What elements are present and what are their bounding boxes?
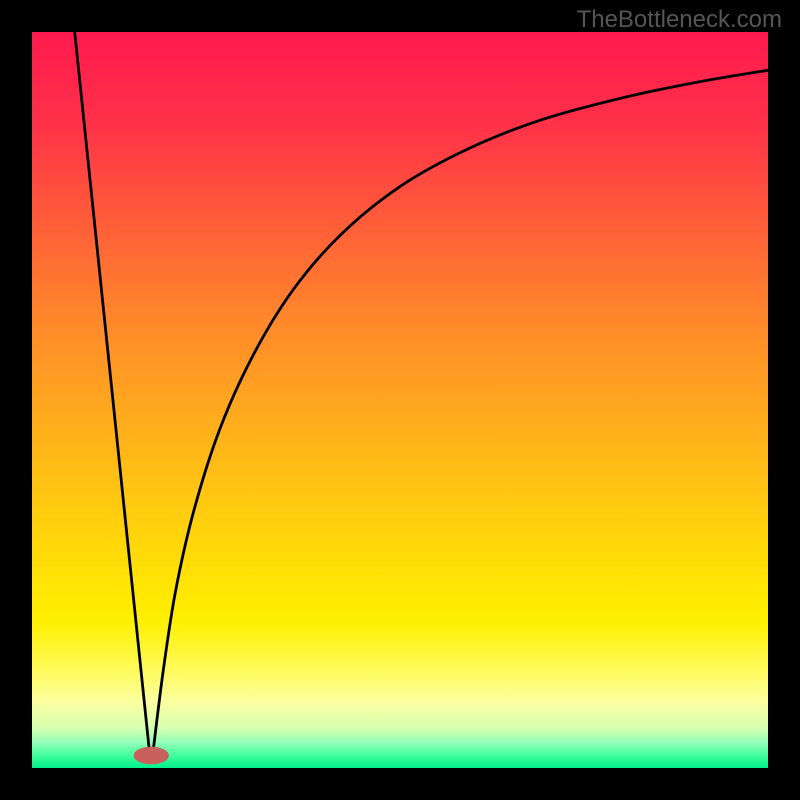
- chart-frame: TheBottleneck.com: [0, 0, 800, 800]
- curve-layer: [32, 32, 768, 768]
- watermark-label: TheBottleneck.com: [577, 6, 782, 34]
- plot-area: [32, 32, 768, 768]
- curve-left-descent: [75, 32, 150, 755]
- curve-right-rise: [153, 70, 768, 754]
- minimum-marker: [134, 747, 169, 765]
